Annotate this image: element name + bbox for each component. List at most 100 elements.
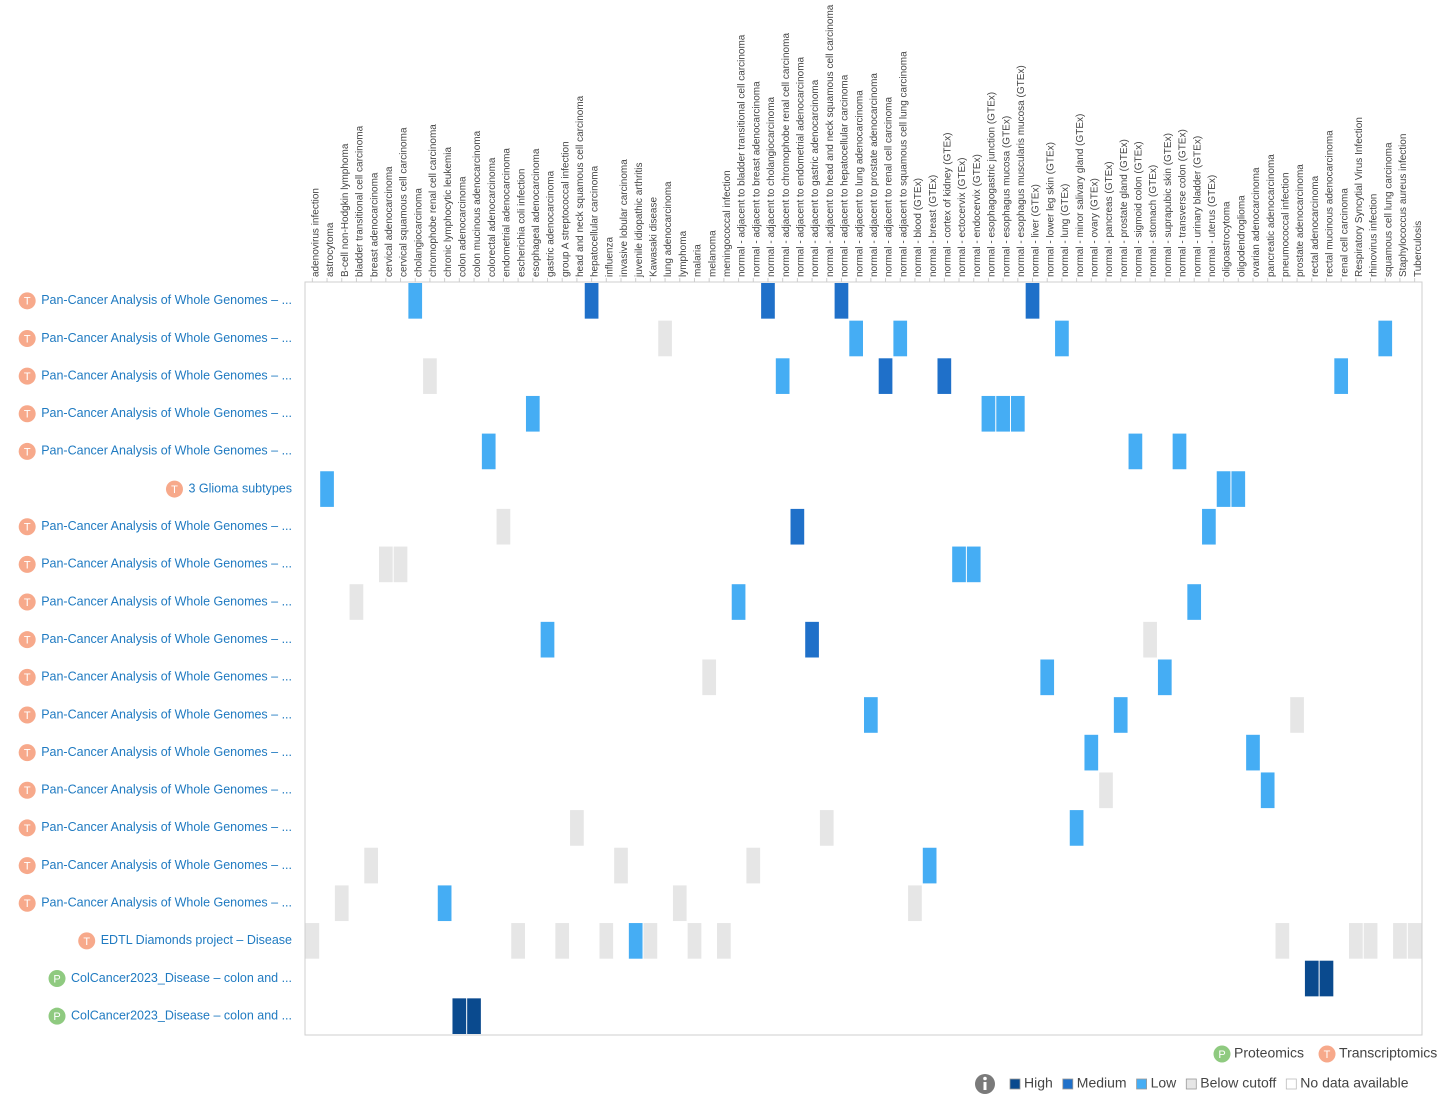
row-label[interactable]: Pan-Cancer Analysis of Whole Genomes – .… (41, 745, 292, 759)
heatmap-cell[interactable] (849, 320, 863, 357)
heatmap-cell[interactable] (893, 320, 908, 357)
heatmap-cell[interactable] (540, 621, 555, 658)
heatmap-cell[interactable] (937, 358, 952, 394)
heatmap-cell[interactable] (467, 998, 481, 1034)
legend-icon (1318, 1045, 1336, 1063)
heatmap-cell[interactable] (1113, 697, 1128, 733)
row-label[interactable]: EDTL Diamonds project – Disease (101, 933, 292, 947)
heatmap-cell[interactable] (1246, 734, 1260, 771)
heatmap-cell[interactable] (761, 283, 775, 319)
heatmap-cell[interactable] (864, 697, 878, 733)
heatmap-cell[interactable] (1040, 659, 1055, 696)
heatmap-cell[interactable] (746, 847, 761, 884)
heatmap-cell[interactable] (1275, 923, 1290, 959)
heatmap-cell[interactable] (1143, 621, 1157, 658)
row-label[interactable]: Pan-Cancer Analysis of Whole Genomes – .… (41, 594, 292, 608)
row-label[interactable]: ColCancer2023_Disease – colon and ... (71, 971, 292, 985)
heatmap-cell[interactable] (570, 810, 584, 846)
heatmap-cell[interactable] (320, 471, 334, 507)
heatmap-cell[interactable] (1172, 433, 1187, 470)
heatmap-cell[interactable] (511, 923, 525, 959)
heatmap-cell[interactable] (364, 847, 378, 884)
heatmap-cell[interactable] (1407, 923, 1422, 959)
heatmap-cell[interactable] (525, 395, 540, 432)
heatmap-cell[interactable] (672, 885, 687, 922)
heatmap-cell[interactable] (643, 923, 658, 959)
heatmap-cell[interactable] (1290, 697, 1304, 733)
heatmap-cell[interactable] (1319, 960, 1334, 997)
heatmap-cell[interactable] (334, 885, 349, 922)
heatmap-cell[interactable] (452, 998, 467, 1034)
heatmap-cell[interactable] (1231, 471, 1246, 507)
heatmap-cell[interactable] (908, 885, 922, 922)
heatmap-cell[interactable] (805, 621, 819, 658)
row-label[interactable]: Pan-Cancer Analysis of Whole Genomes – .… (41, 293, 292, 307)
heatmap-cell[interactable] (628, 923, 643, 959)
row-label[interactable]: Pan-Cancer Analysis of Whole Genomes – .… (41, 707, 292, 721)
heatmap-cell[interactable] (437, 885, 452, 922)
heatmap-cell[interactable] (1084, 734, 1099, 771)
heatmap-cell[interactable] (496, 508, 511, 545)
heatmap-cell[interactable] (378, 546, 393, 583)
heatmap-cell[interactable] (584, 283, 599, 319)
heatmap-cell[interactable] (393, 546, 408, 583)
heatmap-cell[interactable] (349, 584, 364, 620)
row-label[interactable]: Pan-Cancer Analysis of Whole Genomes – .… (41, 858, 292, 872)
row-label[interactable]: Pan-Cancer Analysis of Whole Genomes – .… (41, 444, 292, 458)
heatmap-cell[interactable] (878, 358, 893, 394)
heatmap-cell[interactable] (1128, 433, 1143, 470)
row-label[interactable]: Pan-Cancer Analysis of Whole Genomes – .… (41, 331, 292, 345)
column-label: chromophobe renal cell carcinoma (428, 124, 439, 277)
heatmap-cell[interactable] (731, 584, 746, 620)
heatmap-cell[interactable] (1202, 508, 1216, 545)
heatmap-cell[interactable] (658, 320, 672, 357)
heatmap-cell[interactable] (1010, 395, 1025, 432)
heatmap-cell[interactable] (717, 923, 731, 959)
heatmap-cell[interactable] (614, 847, 628, 884)
heatmap-cell[interactable] (981, 395, 996, 432)
heatmap-cell[interactable] (775, 358, 790, 394)
row-label[interactable]: Pan-Cancer Analysis of Whole Genomes – .… (41, 557, 292, 571)
heatmap-cell[interactable] (1393, 923, 1407, 959)
heatmap-cell[interactable] (790, 508, 805, 545)
heatmap-cell[interactable] (555, 923, 570, 959)
row-label[interactable]: 3 Glioma subtypes (188, 481, 292, 495)
heatmap-cell[interactable] (423, 358, 437, 394)
heatmap-cell[interactable] (1334, 358, 1349, 394)
heatmap-cell[interactable] (922, 847, 937, 884)
heatmap-cell[interactable] (305, 923, 320, 959)
row-label[interactable]: Pan-Cancer Analysis of Whole Genomes – .… (41, 670, 292, 684)
row-label[interactable]: Pan-Cancer Analysis of Whole Genomes – .… (41, 368, 292, 382)
heatmap-cell[interactable] (1216, 471, 1231, 507)
heatmap-cell[interactable] (1187, 584, 1202, 620)
row-label[interactable]: Pan-Cancer Analysis of Whole Genomes – .… (41, 519, 292, 533)
heatmap-cell[interactable] (687, 923, 702, 959)
heatmap-cell[interactable] (1055, 320, 1069, 357)
heatmap-cell[interactable] (702, 659, 717, 696)
heatmap-cell[interactable] (1349, 923, 1363, 959)
row-label[interactable]: Pan-Cancer Analysis of Whole Genomes – .… (41, 783, 292, 797)
heatmap-cell[interactable] (834, 283, 849, 319)
heatmap-cell[interactable] (1363, 923, 1378, 959)
heatmap-cell[interactable] (1025, 283, 1040, 319)
heatmap-cell[interactable] (1260, 772, 1275, 809)
row-label[interactable]: Pan-Cancer Analysis of Whole Genomes – .… (41, 820, 292, 834)
heatmap-cell[interactable] (408, 283, 423, 319)
row-label[interactable]: Pan-Cancer Analysis of Whole Genomes – .… (41, 406, 292, 420)
heatmap-cell[interactable] (599, 923, 614, 959)
heatmap-cell[interactable] (996, 395, 1010, 432)
column-label: oligodendroglioma (1236, 195, 1247, 277)
heatmap-cell[interactable] (1304, 960, 1319, 997)
heatmap-cell[interactable] (481, 433, 496, 470)
row-label[interactable]: Pan-Cancer Analysis of Whole Genomes – .… (41, 896, 292, 910)
heatmap-cell[interactable] (966, 546, 981, 583)
info-icon[interactable] (975, 1074, 995, 1094)
heatmap-cell[interactable] (1378, 320, 1393, 357)
heatmap-cell[interactable] (1069, 810, 1084, 846)
heatmap-cell[interactable] (1099, 772, 1113, 809)
row-label[interactable]: Pan-Cancer Analysis of Whole Genomes – .… (41, 632, 292, 646)
heatmap-cell[interactable] (952, 546, 966, 583)
heatmap-cell[interactable] (819, 810, 834, 846)
heatmap-cell[interactable] (1157, 659, 1172, 696)
row-label[interactable]: ColCancer2023_Disease – colon and ... (71, 1008, 292, 1022)
